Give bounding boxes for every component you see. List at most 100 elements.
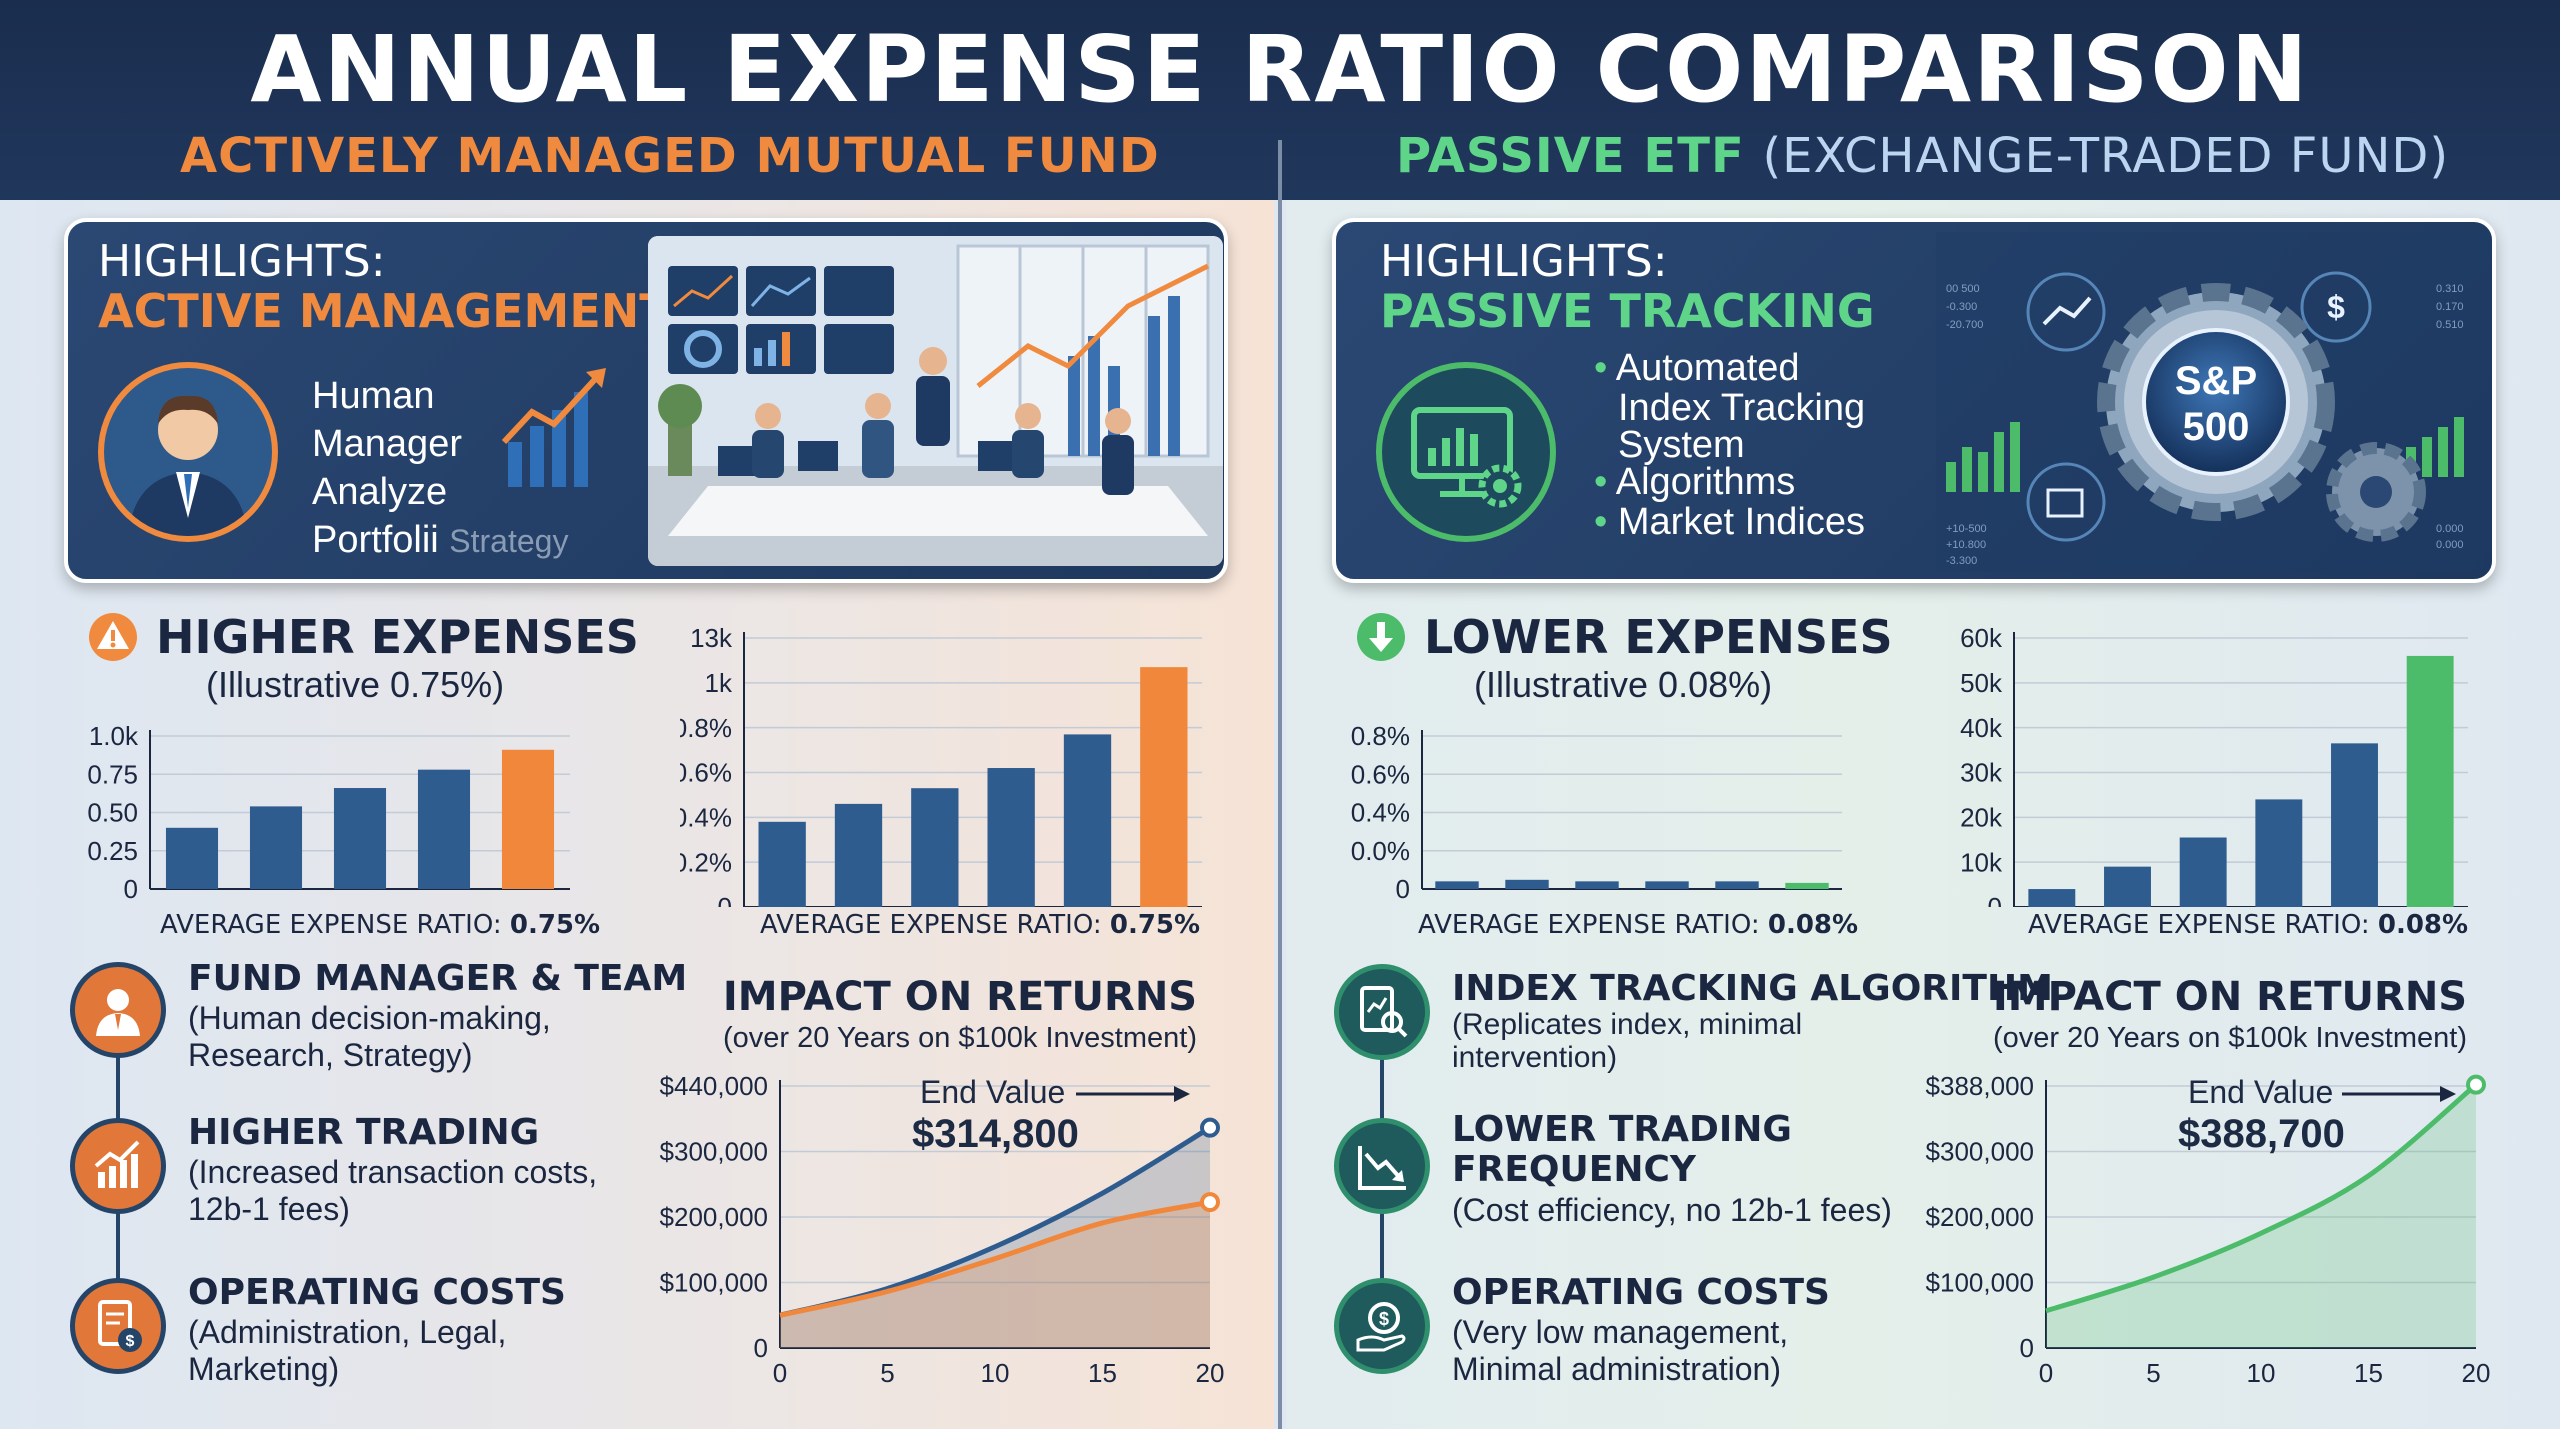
impact-subtitle-right: (over 20 Years on $100k Investment) xyxy=(1993,1022,2467,1054)
svg-text:-3.300: -3.300 xyxy=(1946,555,1977,567)
feature-title-r1: INDEX TRACKING ALGORITHM xyxy=(1452,968,2053,1009)
svg-text:0.510: 0.510 xyxy=(2436,319,2464,331)
svg-text:00 500: 00 500 xyxy=(1946,283,1980,295)
feature-desc-r3: (Very low management, Minimal administrat… xyxy=(1452,1314,1789,1387)
svg-text:$: $ xyxy=(2327,289,2345,325)
right-ratio-1: AVERAGE EXPENSE RATIO: 0.08% xyxy=(1418,910,1859,940)
left-ratio-2: AVERAGE EXPENSE RATIO: 0.75% xyxy=(760,910,1201,940)
highlight-name: PASSIVE TRACKING xyxy=(1380,284,1875,338)
bar xyxy=(2255,799,2303,907)
sp-badge-line-1: S&P xyxy=(2175,359,2257,403)
y-tick-label: $100,000 xyxy=(660,1268,768,1298)
y-tick-label: 0.8% xyxy=(680,713,732,743)
lower-expenses-title: LOWER EXPENSES xyxy=(1424,610,1893,664)
y-tick-label: $100,000 xyxy=(1926,1268,2034,1298)
highlight-kicker: HIGHLIGHTS: xyxy=(1380,236,1668,287)
x-tick-label: 15 xyxy=(2354,1358,2383,1388)
trading-chart-icon xyxy=(70,1118,166,1214)
x-tick-label: 0 xyxy=(773,1358,787,1388)
down-trend-icon xyxy=(1334,1118,1430,1214)
y-tick-label: 0.8% xyxy=(1351,721,1410,751)
bar xyxy=(1645,881,1689,889)
series-area xyxy=(2046,1084,2476,1348)
bar xyxy=(1575,881,1619,889)
bar xyxy=(2406,655,2454,907)
y-tick-label: 0.25 xyxy=(87,836,138,866)
end-point xyxy=(2466,1074,2486,1095)
y-tick-label: 0 xyxy=(2020,1333,2034,1363)
manager-icon xyxy=(70,962,166,1058)
right-line-chart: 0 $100,000 $200,000 $300,000 $388,000 0 5 10 15 2… xyxy=(1926,1071,2491,1388)
right-heading-main: PASSIVE ETF xyxy=(1396,128,1745,184)
bar xyxy=(758,821,806,907)
hl-line-4-text: Portfolii xyxy=(312,519,439,561)
y-tick-label: 1.0k xyxy=(89,721,139,751)
bar xyxy=(165,827,219,889)
y-tick-label: 30k xyxy=(1960,758,2003,788)
svg-text:$: $ xyxy=(1379,1309,1389,1329)
highlight-card-passive: HIGHLIGHTS: PASSIVE TRACKING • Automated… xyxy=(1332,218,2496,583)
y-tick-label: 0 xyxy=(124,874,138,904)
bar xyxy=(1140,667,1188,907)
y-tick-label: 13k xyxy=(690,623,733,653)
lower-expenses-subtitle: (Illustrative 0.08%) xyxy=(1474,664,1773,705)
left-ratio-1: AVERAGE EXPENSE RATIO: 0.75% xyxy=(160,910,601,940)
y-tick-label: 0 xyxy=(1988,892,2002,907)
growth-chart-icon xyxy=(501,368,606,487)
series-line xyxy=(779,1199,1211,1318)
y-tick-label: 0.2% xyxy=(680,847,732,877)
feature-desc-3: (Administration, Legal, Marketing) xyxy=(188,1314,507,1387)
bullet-1-line-3: System xyxy=(1618,424,1745,466)
svg-text:$: $ xyxy=(126,1333,135,1350)
svg-text:+10.800: +10.800 xyxy=(1946,539,1986,551)
y-tick-label: 0 xyxy=(754,1333,768,1363)
manager-avatar-icon xyxy=(98,362,278,542)
feature-title-r3: OPERATING COSTS xyxy=(1452,1272,1830,1313)
y-tick-label: $200,000 xyxy=(1926,1202,2034,1232)
sp500-gear-graphic: $ 00 500 -0.300 -20.700 +10-500 +10.800 -3.3… xyxy=(1936,232,2492,572)
feature-desc-r2: (Cost efficiency, no 12b-1 fees) xyxy=(1452,1192,1892,1228)
hl-line-4: Portfolii Strategy xyxy=(312,516,568,565)
y-tick-label: 60k xyxy=(1960,623,2003,653)
series-area xyxy=(780,1202,1210,1348)
bullet-1: • Automated xyxy=(1594,347,1800,389)
end-point xyxy=(1200,1117,1220,1138)
svg-text:+10-500: +10-500 xyxy=(1946,523,1987,535)
bar xyxy=(333,788,387,889)
end-value-left: $314,800 xyxy=(912,1112,1079,1156)
feature-desc-2: (Increased transaction costs, 12b-1 fees) xyxy=(188,1154,598,1227)
svg-text:0.310: 0.310 xyxy=(2436,283,2464,295)
bar xyxy=(1063,734,1112,907)
passive-bullets: • Automated Index Tracking System • Algo… xyxy=(1594,348,1865,542)
hl-line-3: Analyze xyxy=(312,471,448,513)
search-document-icon xyxy=(1334,964,1430,1060)
bar xyxy=(1715,881,1759,889)
higher-expenses-title: HIGHER EXPENSES xyxy=(156,610,639,664)
warning-icon xyxy=(88,612,138,662)
left-bar-chart-1: 0 0.25 0.50 0.75 1.0k xyxy=(87,721,570,904)
y-tick-label: 0.6% xyxy=(680,758,732,788)
y-tick-label: 0 xyxy=(718,892,732,907)
bar xyxy=(1435,881,1479,889)
bar xyxy=(1785,882,1829,889)
bullet-1-line-2: Index Tracking xyxy=(1618,387,1866,429)
feature-title-3: OPERATING COSTS xyxy=(188,1272,566,1313)
bar xyxy=(1505,879,1549,889)
end-value-label-left: End Value xyxy=(920,1074,1066,1110)
x-tick-label: 0 xyxy=(2039,1358,2053,1388)
impact-title-left: IMPACT ON RETURNS xyxy=(722,974,1198,1020)
x-tick-label: 20 xyxy=(1196,1358,1225,1388)
bar xyxy=(249,806,303,889)
y-tick-label: 1k xyxy=(705,668,733,698)
feature-desc-1: (Human decision-making, Research, Strateg… xyxy=(188,1000,551,1073)
y-tick-label: $200,000 xyxy=(660,1202,768,1232)
higher-expenses-subtitle: (Illustrative 0.75%) xyxy=(206,664,505,705)
bar xyxy=(2028,889,2076,907)
feature-title-2: HIGHER TRADING xyxy=(188,1112,540,1153)
hl-line-2: Manager xyxy=(312,423,462,465)
svg-text:-20.700: -20.700 xyxy=(1946,319,1983,331)
monitor-gear-icon xyxy=(1376,362,1556,542)
bar xyxy=(834,803,883,907)
y-tick-label: 0.6% xyxy=(1351,759,1410,789)
hand-dollar-icon: $ xyxy=(1334,1278,1430,1374)
